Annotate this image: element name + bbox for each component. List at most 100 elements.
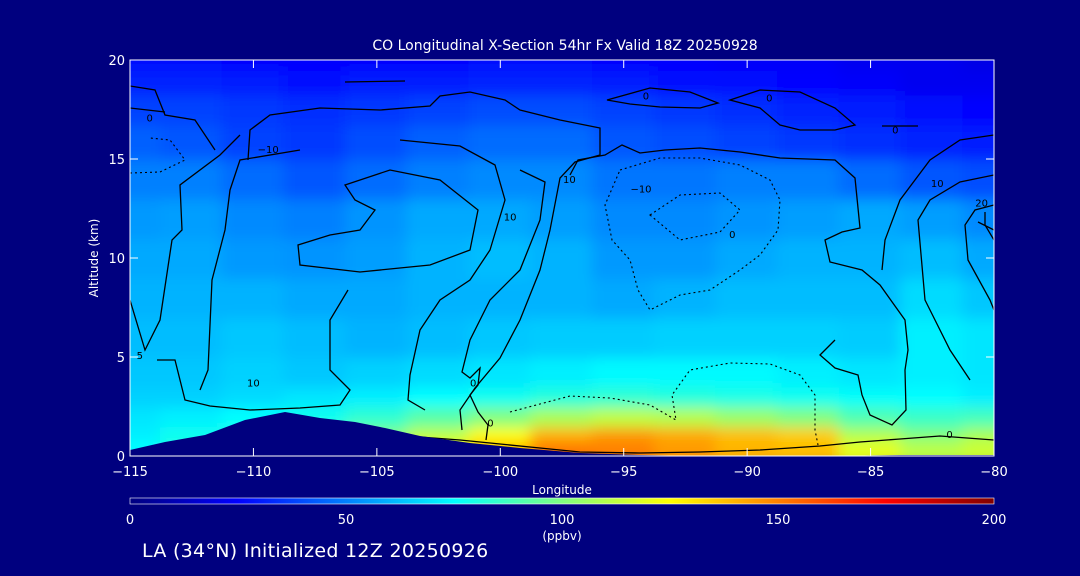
heatmap-cell: [345, 276, 409, 319]
heatmap-cell: [159, 93, 224, 126]
heatmap-cell: [468, 425, 533, 443]
contour-line: [727, 89, 857, 131]
heatmap-cell: [900, 440, 965, 456]
heatmap-cell: [406, 385, 471, 408]
colorbar-tick-label: 200: [982, 513, 1007, 528]
heatmap-cell: [962, 60, 994, 71]
contour-label: 10: [931, 179, 944, 190]
heatmap-cell: [406, 356, 471, 388]
heatmap-cell: [159, 68, 224, 96]
heatmap-cell: [653, 276, 718, 319]
heatmap-cell: [130, 197, 162, 240]
y-tick-label: 5: [117, 351, 125, 366]
heatmap-cell: [221, 197, 286, 240]
heatmap-cell: [715, 316, 779, 358]
heatmap-cell: [838, 158, 903, 200]
contour-label: −10: [258, 145, 279, 156]
heatmap-cell: [900, 237, 965, 279]
heatmap-cell: [900, 123, 965, 160]
heatmap-cell: [653, 356, 718, 388]
contour-label: 5: [137, 351, 143, 362]
heatmap-cell: [653, 425, 718, 443]
y-tick-label: 20: [108, 54, 125, 69]
heatmap-cell: [838, 197, 903, 240]
heatmap-cell: [715, 385, 779, 408]
heatmap-cell: [591, 276, 656, 319]
heatmap-cell: [345, 123, 409, 160]
heatmap-cell: [653, 440, 718, 456]
y-tick-label: 15: [108, 153, 125, 168]
contour-label: 0: [766, 94, 772, 105]
heatmap-cell: [283, 276, 347, 319]
heatmap-cell: [283, 68, 347, 96]
heatmap-cell: [777, 316, 841, 358]
heatmap-cell: [283, 197, 347, 240]
colorbar-ticks: 0 50 100 150 200: [126, 513, 1007, 528]
contour-labels: 0 0 0 0 −10 10 −10 10 0 10 20 5 10 0 0 0: [137, 92, 988, 442]
heatmap-cell: [900, 68, 965, 96]
heatmap-cell: [406, 197, 471, 240]
colorbar-tick-label: 50: [338, 513, 355, 528]
heatmap-cell: [900, 356, 965, 388]
heatmap-cell: [900, 276, 965, 319]
heatmap-cell: [221, 385, 286, 408]
contour-line-negative: [649, 192, 741, 241]
colorbar-gradient: [129, 497, 995, 505]
y-tick-label: 0: [117, 450, 125, 465]
heatmap-cell: [900, 197, 965, 240]
heatmap-cell: [406, 60, 471, 71]
heatmap-cell: [962, 440, 994, 456]
heatmap-cell: [130, 93, 162, 126]
heatmap-cell: [653, 123, 718, 160]
heatmap-cell: [962, 123, 994, 160]
heatmap-cell: [591, 385, 656, 408]
heatmap-cell: [130, 158, 162, 200]
contour-line: [606, 87, 721, 109]
heatmap-cell: [283, 316, 347, 358]
heatmap-cell: [715, 158, 779, 200]
heatmap-cell: [838, 237, 903, 279]
heatmap-cell: [159, 123, 224, 160]
x-tick-label: −85: [857, 465, 884, 480]
heatmap-cell: [221, 93, 286, 126]
heatmap-cell: [715, 123, 779, 160]
contour-label: 0: [643, 92, 649, 103]
heatmap-cell: [591, 405, 656, 428]
heatmap-cell: [777, 123, 841, 160]
heatmap-cell: [962, 356, 994, 388]
heatmap-cell: [530, 356, 594, 388]
heatmap-cell: [777, 276, 841, 319]
heatmap-cell: [653, 405, 718, 428]
heatmap-cell: [283, 356, 347, 388]
heatmap-cell: [159, 385, 224, 408]
heatmap-cell: [653, 316, 718, 358]
heatmap-cell: [283, 60, 347, 71]
contour-label: 10: [504, 212, 517, 223]
contour-label: 0: [946, 430, 952, 441]
heatmap-cell: [159, 276, 224, 319]
contour-label: 10: [247, 379, 260, 390]
heatmap-cell: [715, 197, 779, 240]
heatmap-cell: [221, 316, 286, 358]
heatmap-cell: [777, 158, 841, 200]
heatmap-cell: [591, 316, 656, 358]
heatmap-cell: [591, 68, 656, 96]
heatmap-cell: [468, 405, 533, 428]
contour-label: −10: [630, 185, 651, 196]
heatmap-cell: [159, 316, 224, 358]
contour-line: [881, 134, 994, 271]
heatmap-cell: [838, 385, 903, 408]
contour-line: [247, 91, 601, 431]
contour-line-negative: [130, 137, 186, 174]
heatmap-cell: [838, 425, 903, 443]
x-tick-label: −100: [482, 465, 518, 480]
contour-label: 10: [563, 175, 576, 186]
heatmap-cell: [406, 158, 471, 200]
heatmap-cell: [838, 93, 903, 126]
heatmap-cell: [900, 316, 965, 358]
contour-label: 20: [975, 199, 988, 210]
heatmap-cell: [653, 60, 718, 71]
heatmap-cell: [468, 68, 533, 96]
heatmap-cell: [406, 276, 471, 319]
